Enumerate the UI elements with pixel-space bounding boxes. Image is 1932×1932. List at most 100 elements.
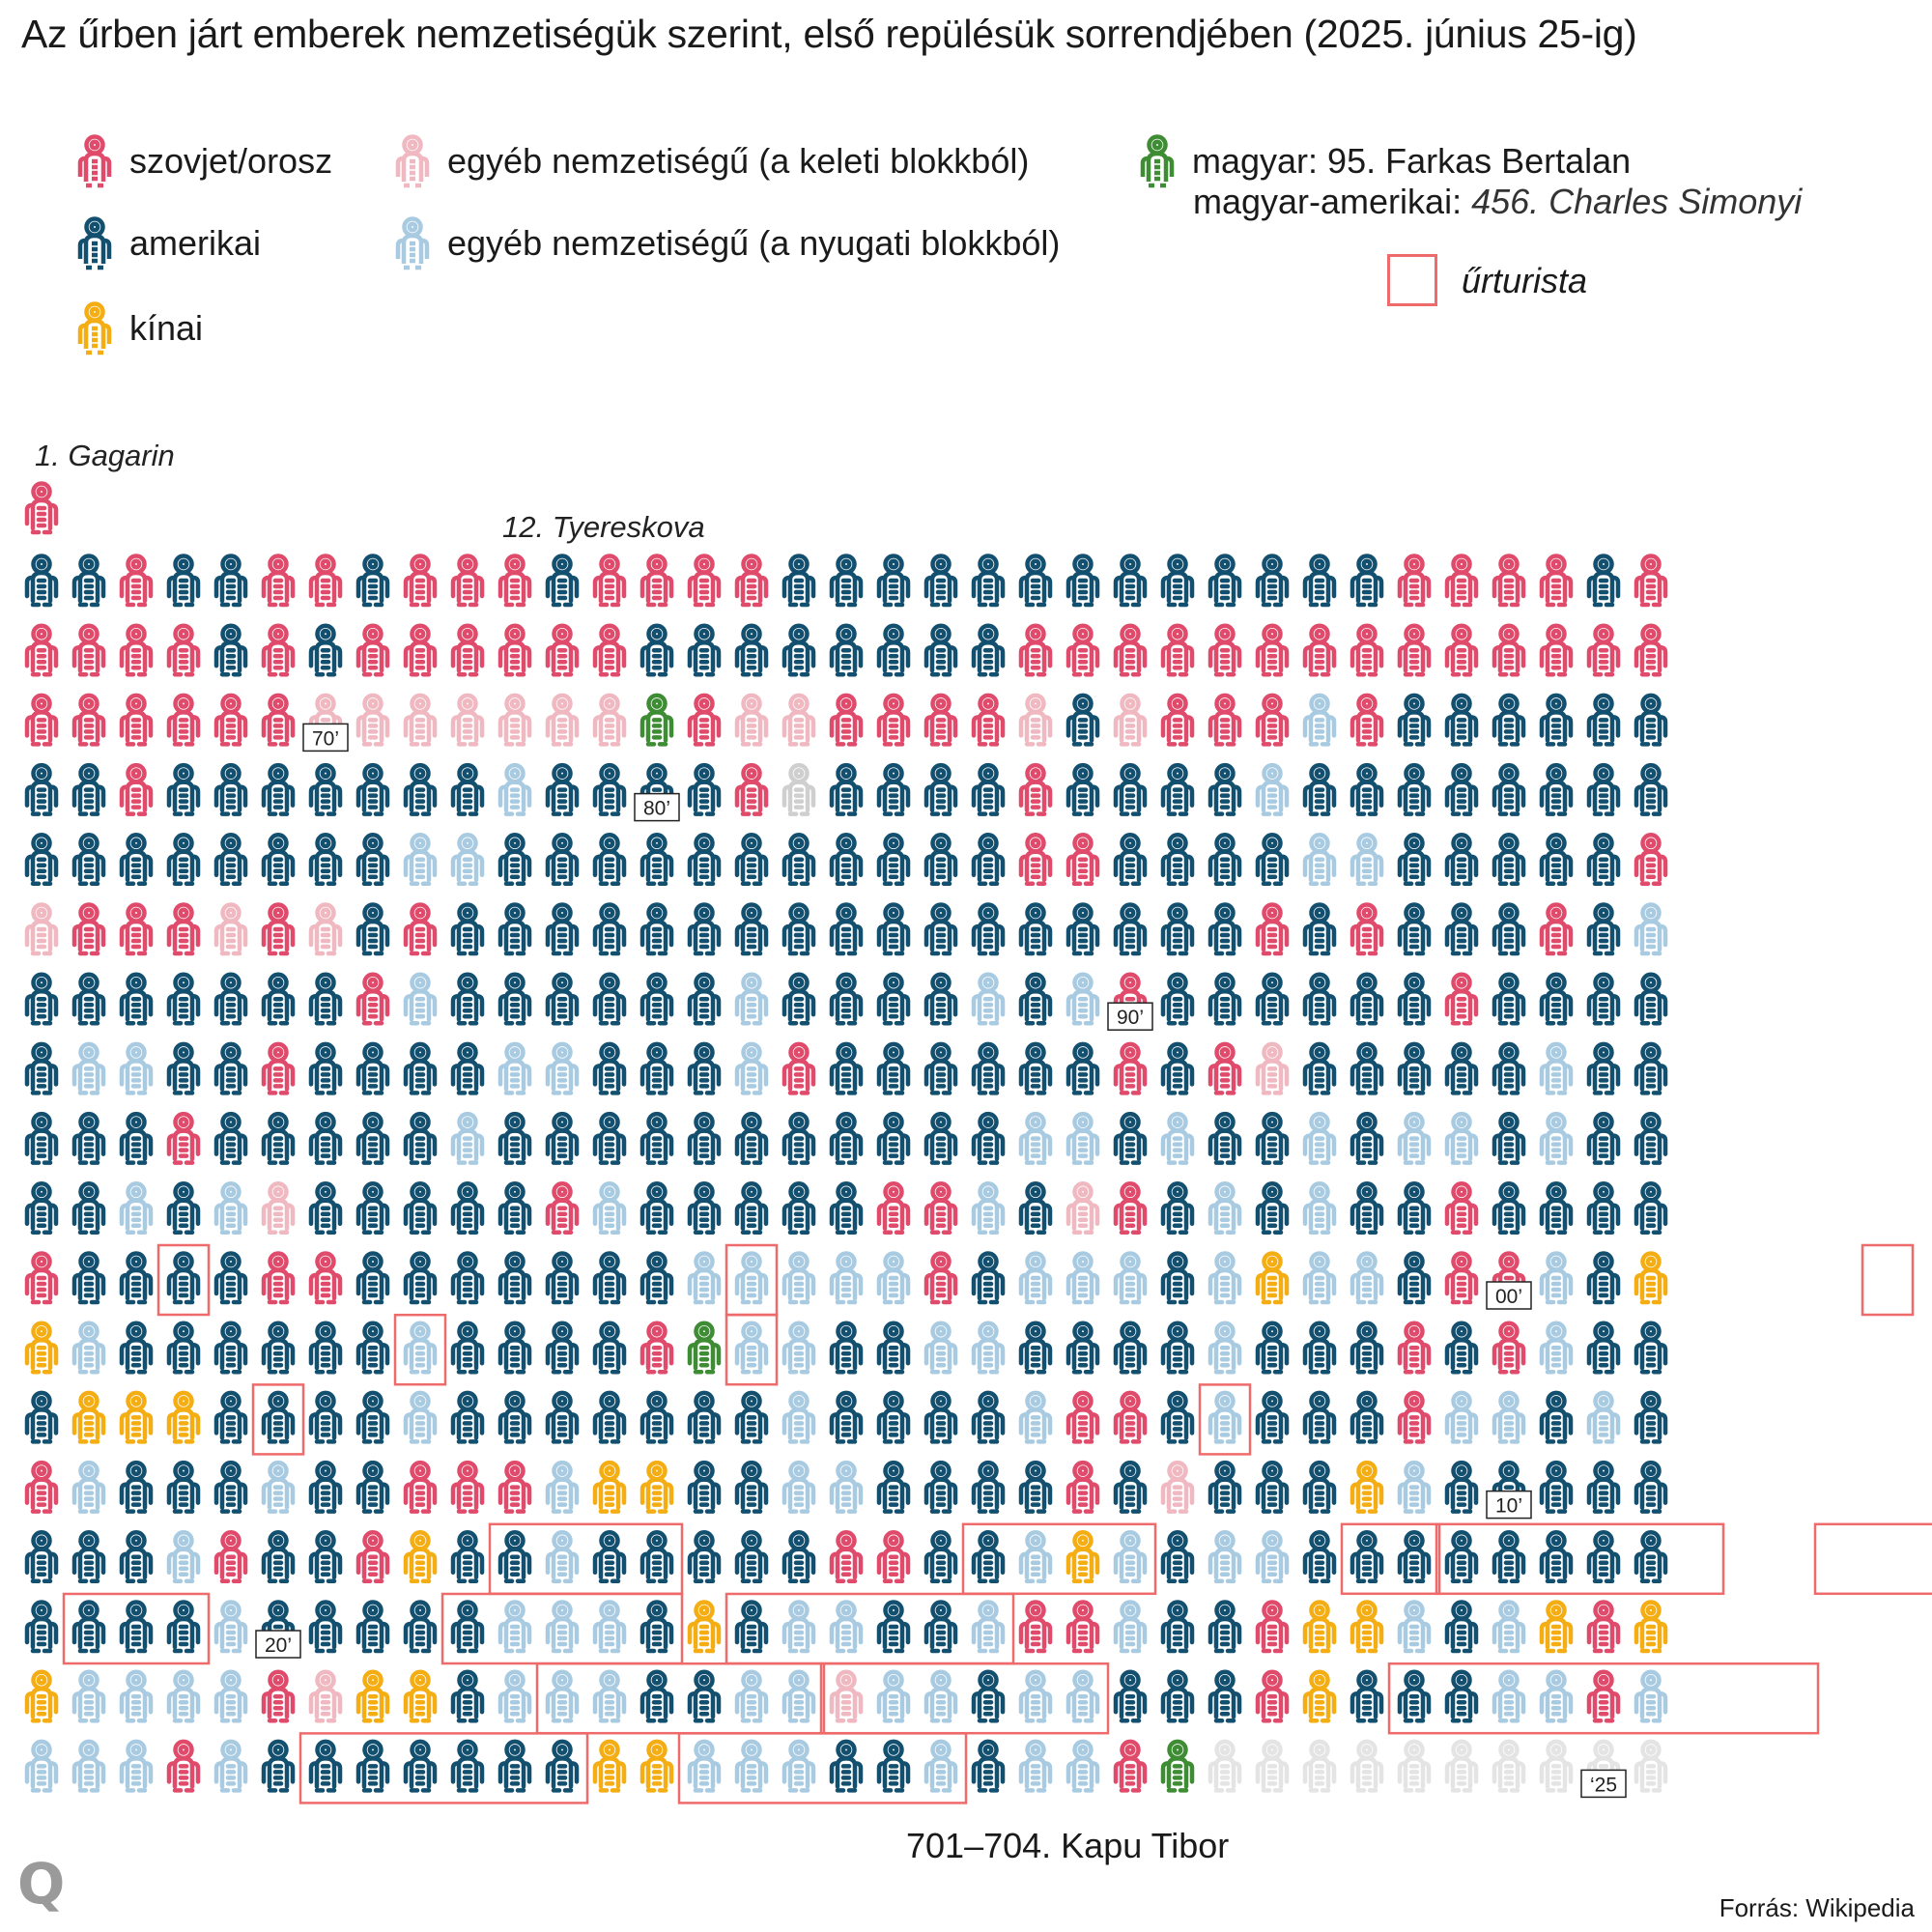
astronaut-icon-american xyxy=(1589,975,1618,1023)
decade-marker-label: 00’ xyxy=(1495,1286,1522,1308)
astronaut-icon-american xyxy=(642,905,671,954)
astronaut-icon-soviet xyxy=(1021,1603,1050,1652)
astronaut-icon-american xyxy=(1352,1183,1381,1233)
astronaut-icon-american xyxy=(548,556,577,606)
astronaut-icon-soviet xyxy=(1542,626,1571,675)
astronaut-icon-soviet xyxy=(74,626,103,675)
astronaut-icon-soviet xyxy=(1305,626,1334,675)
astronaut-icon-american xyxy=(264,1532,293,1581)
astronaut-icon-american xyxy=(1116,1323,1145,1373)
astronaut-icon-american xyxy=(879,975,908,1023)
astronaut-icon-western-bloc xyxy=(926,1672,955,1721)
astronaut-icon-american xyxy=(311,765,340,814)
astronaut-icon-soviet xyxy=(1447,626,1476,675)
astronaut-icon-soviet xyxy=(169,626,198,675)
astronaut-icon-american xyxy=(1494,1114,1523,1163)
legend-hungarian-american-label: magyar-amerikai: xyxy=(1193,182,1463,221)
decade-marker-box xyxy=(255,1630,301,1659)
astronaut-icon-eastern-bloc xyxy=(406,696,435,745)
astronaut-icon-soviet xyxy=(169,905,198,954)
astronaut-icon-american xyxy=(311,975,340,1023)
astronaut-icon-american xyxy=(1494,696,1523,745)
astronaut-icon-american xyxy=(1636,1114,1665,1163)
astronaut-icon-western-bloc xyxy=(1542,1254,1571,1303)
astronaut-icon-soviet xyxy=(1258,1672,1287,1721)
astronaut-icon-soviet xyxy=(1352,626,1381,675)
astronaut-icon-american xyxy=(1447,765,1476,814)
astronaut-icon-soviet xyxy=(169,1742,198,1791)
astronaut-icon-american xyxy=(1352,1044,1381,1094)
astronaut-icon-western-bloc xyxy=(1068,1114,1097,1163)
astronaut-icon-western-bloc xyxy=(1400,1603,1429,1652)
astronaut-icon-american xyxy=(1258,556,1287,606)
astronaut-icon-soviet xyxy=(74,696,103,745)
astronaut-icon-western-bloc xyxy=(1258,765,1287,814)
astronaut-icon-western-bloc xyxy=(1542,1114,1571,1163)
astronaut-icon-american xyxy=(974,1044,1003,1094)
astronaut-icon-american xyxy=(642,1603,671,1652)
astronaut-icon-western-bloc xyxy=(1305,1114,1334,1163)
astronaut-icon-soviet xyxy=(122,556,151,606)
astronaut-icon-american xyxy=(1210,1603,1239,1652)
astronaut-icon-soviet xyxy=(122,696,151,745)
astronaut-icon-american xyxy=(1163,1254,1192,1303)
astronaut-icon-western-bloc xyxy=(784,1463,813,1512)
astronaut-icon-american xyxy=(879,835,908,884)
astronaut-icon-american xyxy=(926,1603,955,1652)
astronaut-icon-american xyxy=(311,1532,340,1581)
astronaut-icon-western-bloc xyxy=(1021,1672,1050,1721)
astronaut-icon-american xyxy=(74,1183,103,1233)
astronaut-icon-american xyxy=(642,835,671,884)
astronaut-icon-american xyxy=(169,556,198,606)
astronaut-icon-western-bloc xyxy=(1021,1742,1050,1791)
space-tourist-box xyxy=(156,1243,211,1317)
astronaut-icon-american xyxy=(1021,556,1050,606)
astronaut-icon-american xyxy=(358,1114,387,1163)
astronaut-icon-chinese xyxy=(1305,1672,1334,1721)
astronaut-icon-western-bloc xyxy=(1210,1254,1239,1303)
astronaut-icon-western-bloc xyxy=(1068,1742,1097,1791)
astronaut-icon-soviet xyxy=(169,1114,198,1163)
astronaut-icon-american xyxy=(548,905,577,954)
astronaut-icon-western-bloc xyxy=(406,1323,435,1373)
astronaut-icon-american xyxy=(1542,835,1571,884)
astronaut-icon-american xyxy=(1636,1463,1665,1512)
astronaut-icon-american xyxy=(1636,975,1665,1023)
astronaut-icon-soviet xyxy=(358,975,387,1023)
astronaut-icon-western-bloc xyxy=(1163,1114,1192,1163)
astronaut-icon-american xyxy=(358,1603,387,1652)
decade-marker-box xyxy=(1486,1490,1532,1520)
astronaut-icon-western-bloc xyxy=(784,1323,813,1373)
astronaut-icon-soviet xyxy=(216,1532,245,1581)
astronaut-icon-american xyxy=(453,1323,482,1373)
astronaut-icon-american xyxy=(784,905,813,954)
astronaut-icon-western-bloc xyxy=(406,1393,435,1442)
astronaut-icon-american xyxy=(1494,905,1523,954)
astronaut-icon-western-bloc xyxy=(406,835,435,884)
astronaut-icon-american xyxy=(406,1183,435,1233)
astronaut-icon-western-bloc xyxy=(453,1114,482,1163)
astronaut-icon-american xyxy=(216,1044,245,1094)
astronaut-icon-american xyxy=(595,765,624,814)
astronaut-icon-other xyxy=(784,765,813,814)
astronaut-icon-american xyxy=(595,1114,624,1163)
astronaut-icon-eastern-bloc xyxy=(216,905,245,954)
astronaut-icon-western-bloc xyxy=(1068,1254,1097,1303)
astronaut-icon-western-bloc xyxy=(1494,1603,1523,1652)
astronaut-icon-american xyxy=(1494,975,1523,1023)
astronaut-icon-american xyxy=(1636,1183,1665,1233)
astronaut-icon-american xyxy=(1116,905,1145,954)
astronaut-icon-american xyxy=(879,1114,908,1163)
astronaut-icon-american xyxy=(879,1463,908,1512)
astronaut-icon-american xyxy=(27,556,56,606)
astronaut-icon-soviet xyxy=(311,1254,340,1303)
astronaut-icon-chinese xyxy=(1636,1603,1665,1652)
astronaut-icon-soviet xyxy=(27,484,56,533)
astronaut-icon-american xyxy=(311,1323,340,1373)
astronaut-icon-soviet xyxy=(1068,1603,1097,1652)
astronaut-icon-chinese xyxy=(595,1742,624,1791)
astronaut-icon-eastern-bloc xyxy=(1258,1044,1287,1094)
astronaut-icon-american xyxy=(926,556,955,606)
astronaut-icon-western-bloc xyxy=(500,1672,529,1721)
astronaut-icon-chinese xyxy=(406,1532,435,1581)
